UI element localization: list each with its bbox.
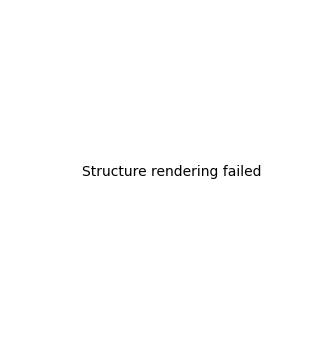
Text: Structure rendering failed: Structure rendering failed bbox=[82, 165, 262, 179]
